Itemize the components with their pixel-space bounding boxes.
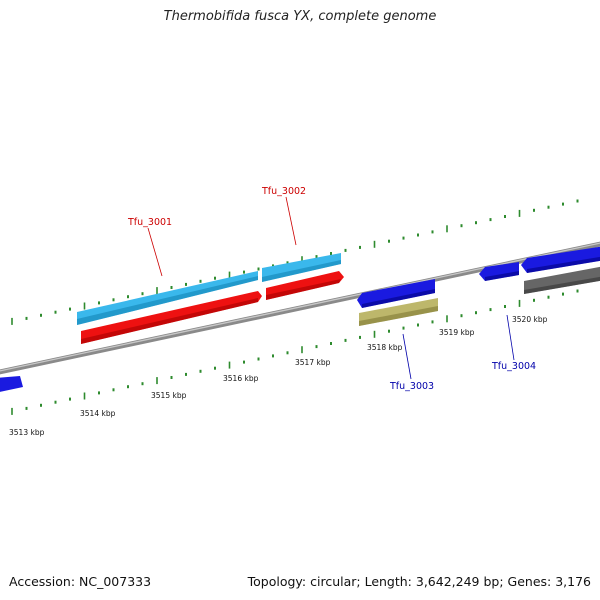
gene-tfu-3004[interactable] xyxy=(521,246,600,273)
map-title: Thermobifida fusca YX, complete genome xyxy=(163,9,437,24)
tick-label-3518: 3518 kbp xyxy=(367,343,403,352)
label-tfu-3004[interactable]: Tfu_3004 xyxy=(491,361,536,372)
genome-summary-text: Topology: circular; Length: 3,642,249 bp… xyxy=(247,574,591,589)
tick-label-3520: 3520 kbp xyxy=(512,315,548,324)
leader-tfu-3002 xyxy=(285,196,297,246)
leader-tfu-3001 xyxy=(147,227,163,277)
tick-label-3515: 3515 kbp xyxy=(151,391,187,400)
upper-tick-track xyxy=(11,199,579,325)
label-tfu-3003[interactable]: Tfu_3003 xyxy=(389,381,434,392)
tick-label-3513: 3513 kbp xyxy=(9,428,45,437)
tick-label-3517: 3517 kbp xyxy=(295,358,331,367)
tick-label-3519: 3519 kbp xyxy=(439,328,475,337)
tick-label-3516: 3516 kbp xyxy=(223,374,259,383)
gene-feature-left-edge[interactable] xyxy=(0,376,23,393)
leader-tfu-3004 xyxy=(506,314,515,361)
label-tfu-3001[interactable]: Tfu_3001 xyxy=(127,217,172,228)
lower-tick-track xyxy=(11,289,579,415)
leader-tfu-3003 xyxy=(402,333,412,380)
label-tfu-3002[interactable]: Tfu_3002 xyxy=(261,186,306,197)
gene-tfu-3003[interactable] xyxy=(357,279,435,308)
tick-label-3514: 3514 kbp xyxy=(80,409,116,418)
accession-text: Accession: NC_007333 xyxy=(9,574,152,589)
